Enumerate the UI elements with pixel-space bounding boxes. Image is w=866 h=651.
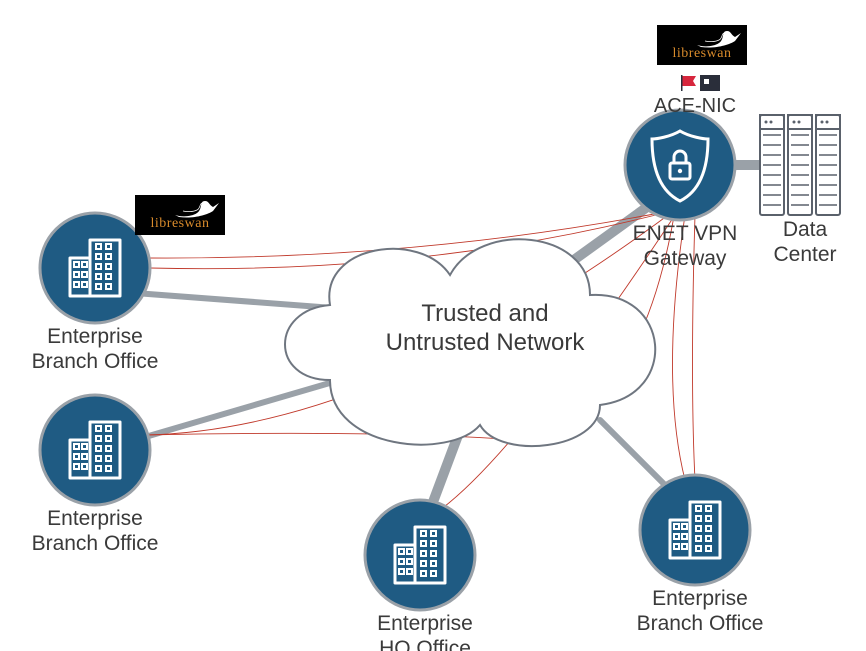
chip-icon [700,75,720,91]
cloud-label: Trusted and Untrusted Network [370,300,600,358]
flag-icon [680,75,698,91]
branch2-label: Enterprise Branch Office [20,507,170,557]
building-node [40,213,150,323]
cloud-label-line2: Untrusted Network [386,329,585,356]
building-node [640,475,750,585]
ace-nic-label: ACE-NIC [650,95,740,119]
swan-icon [173,197,221,219]
building-node [40,395,150,505]
swan-icon [695,27,743,49]
gateway-node [625,110,735,220]
cloud-label-line1: Trusted and [421,300,548,327]
gateway-label: ENET VPN Gateway [625,222,745,272]
datacenter-node [760,115,840,215]
datacenter-label: Data Center [760,218,850,268]
building-node [365,500,475,610]
ace-nic-logo [680,75,720,91]
branch1-label: Enterprise Branch Office [20,325,170,375]
hq-label: Enterprise HQ Office [355,612,495,651]
libreswan-badge-1: libreswan [135,195,225,235]
libreswan-badge-2: libreswan [657,25,747,65]
branch3-label: Enterprise Branch Office [625,587,775,637]
